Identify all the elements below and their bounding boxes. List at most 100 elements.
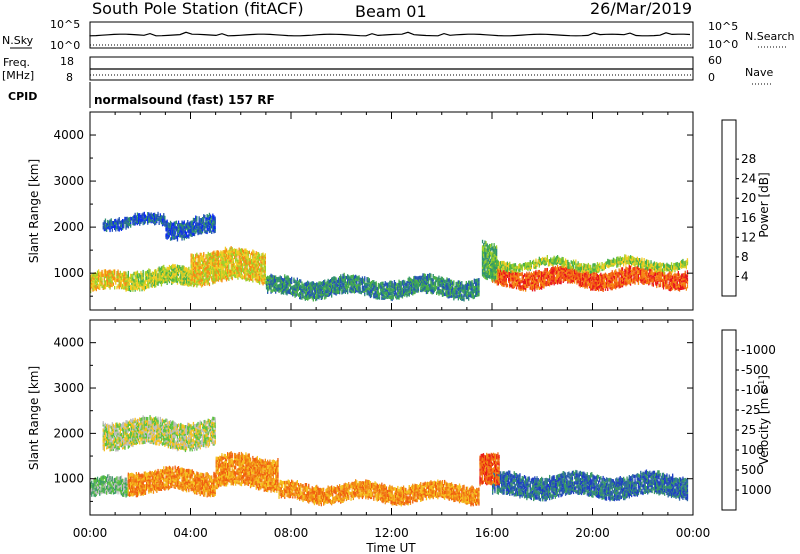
heatmap-cell [460, 289, 462, 293]
heatmap-cell [238, 267, 240, 272]
heatmap-cell [603, 282, 605, 287]
heatmap-cell [559, 271, 561, 275]
heatmap-cell [421, 275, 423, 280]
heatmap-cell [193, 257, 196, 261]
heatmap-cell [117, 284, 119, 288]
heatmap-cell [183, 280, 185, 284]
heatmap-cell [132, 288, 134, 292]
heatmap-cell [408, 287, 410, 292]
heatmap-cell [327, 286, 329, 290]
heatmap-cell [302, 287, 304, 291]
heatmap-cell [96, 279, 99, 284]
heatmap-cell [233, 274, 236, 278]
heatmap-cell [208, 264, 211, 268]
heatmap-cell [496, 261, 498, 265]
heatmap-cell [366, 290, 368, 294]
heatmap-cell [109, 284, 111, 288]
heatmap-cell [235, 267, 237, 271]
heatmap-cell [441, 286, 444, 290]
heatmap-cell [204, 227, 206, 232]
heatmap-cell [536, 281, 538, 285]
heatmap-cell [526, 282, 528, 287]
heatmap-cell [381, 296, 383, 300]
heatmap-cell [307, 288, 309, 292]
heatmap-cell [125, 216, 127, 221]
heatmap-cell [570, 260, 572, 264]
heatmap-cell [627, 280, 629, 285]
heatmap-cell [508, 273, 510, 278]
heatmap-cell [177, 272, 180, 276]
heatmap-cell [174, 235, 176, 240]
heatmap-cell [197, 282, 199, 286]
heatmap-cell [544, 260, 546, 264]
heatmap-cell [195, 253, 197, 258]
heatmap-cell [437, 277, 439, 281]
heatmap-cell [179, 223, 181, 227]
heatmap-cell [123, 273, 125, 277]
heatmap-cell [555, 259, 558, 264]
heatmap-cell [566, 259, 568, 264]
heatmap-cell [252, 256, 254, 261]
heatmap-cell [400, 283, 402, 287]
heatmap-cell [574, 269, 576, 273]
heatmap-cell [672, 279, 674, 283]
heatmap-cell [583, 272, 585, 277]
heatmap-cell [317, 288, 319, 292]
heatmap-cell [279, 284, 281, 289]
heatmap-cell [204, 229, 206, 234]
heatmap-cell [188, 274, 190, 278]
heatmap-cell [195, 219, 197, 223]
heatmap-cell [166, 234, 168, 238]
heatmap-cell [572, 269, 575, 274]
heatmap-cell [217, 276, 220, 280]
heatmap-cell [551, 272, 553, 276]
heatmap-cell [293, 288, 295, 293]
heatmap-cell [286, 280, 288, 285]
heatmap-cell [547, 271, 550, 275]
heatmap-cell [602, 286, 604, 291]
heatmap-cell [561, 266, 563, 270]
heatmap-cell [673, 279, 675, 283]
heatmap-cell [559, 280, 561, 285]
heatmap-cell [199, 218, 201, 222]
heatmap-cell [249, 273, 252, 277]
heatmap-cell [568, 262, 570, 266]
heatmap-cell [249, 256, 252, 261]
heatmap-cell [601, 285, 603, 290]
heatmap-cell [610, 281, 612, 285]
heatmap-cell [244, 272, 246, 276]
heatmap-cell [604, 285, 607, 289]
heatmap-cell [253, 252, 255, 256]
heatmap-cell [440, 280, 442, 284]
heatmap-cell [148, 281, 150, 285]
heatmap-cell [683, 274, 685, 279]
heatmap-cell [326, 293, 328, 297]
heatmap-cell [134, 222, 136, 226]
heatmap-cell [592, 283, 594, 288]
heatmap-cell [541, 271, 543, 275]
heatmap-cell [286, 288, 288, 292]
heatmap-cell [208, 218, 211, 222]
heatmap-cell [642, 277, 644, 282]
heatmap-cell [228, 268, 230, 272]
heatmap-cell [190, 220, 192, 225]
heatmap-cell [231, 263, 233, 268]
heatmap-cell [616, 280, 618, 285]
heatmap-cell [118, 272, 120, 277]
heatmap-cell [350, 289, 352, 294]
heatmap-cell [591, 272, 593, 276]
heatmap-cell [123, 280, 125, 284]
heatmap-cell [539, 260, 542, 264]
heatmap-cell [168, 272, 171, 276]
heatmap-cell [188, 227, 190, 232]
heatmap-cell [544, 271, 546, 276]
heatmap-cell [686, 273, 689, 278]
heatmap-cell [173, 236, 175, 240]
heatmap-cell [185, 235, 188, 239]
heatmap-cell [360, 277, 362, 282]
heatmap-cell [448, 283, 450, 288]
heatmap-cell [174, 267, 176, 272]
heatmap-cell [340, 274, 342, 278]
heatmap-cell [369, 283, 372, 287]
heatmap-cell [391, 282, 393, 287]
